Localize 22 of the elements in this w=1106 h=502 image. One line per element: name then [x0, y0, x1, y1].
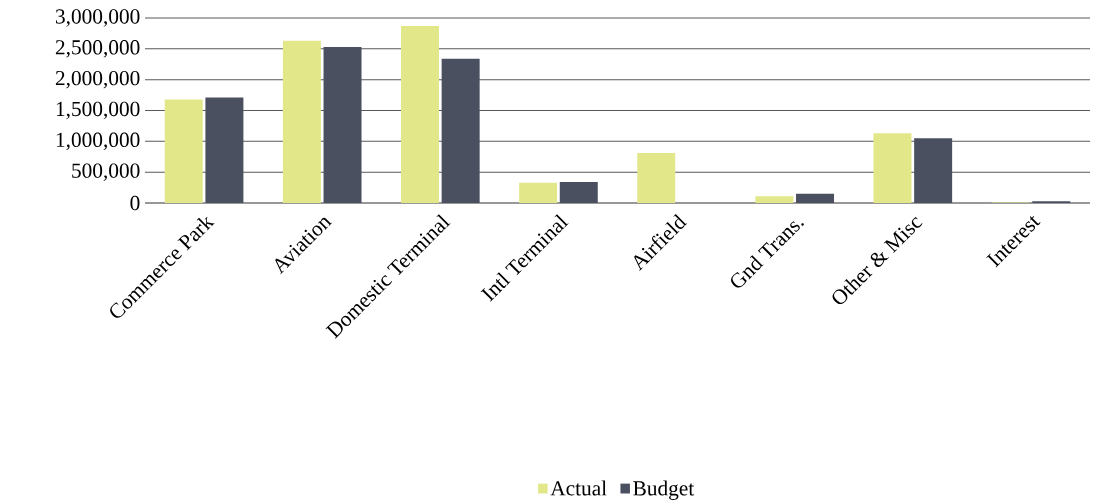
y-tick-label: 1,000,000	[56, 132, 140, 151]
bar	[559, 182, 598, 203]
bar	[873, 133, 912, 203]
y-tick-label: 0	[130, 195, 140, 211]
bar	[637, 153, 676, 203]
bar	[164, 99, 203, 203]
bar	[323, 46, 362, 203]
y-tick-label: 1,500,000	[56, 101, 140, 120]
y-tick-label: 2,000,000	[55, 70, 140, 89]
y-tick-label: 2,500,000	[55, 40, 140, 58]
y-tick-label: 3,000,000	[55, 9, 140, 27]
bar	[796, 193, 835, 203]
bar	[755, 196, 794, 203]
y-tick-label: 500,000	[72, 163, 140, 181]
bar	[519, 182, 558, 203]
bar	[205, 97, 244, 203]
legend-label: Budget	[633, 480, 695, 500]
bar	[441, 58, 480, 203]
legend-label: Actual	[550, 480, 607, 496]
bar	[282, 40, 321, 203]
bar	[914, 138, 953, 203]
bar	[400, 26, 439, 203]
